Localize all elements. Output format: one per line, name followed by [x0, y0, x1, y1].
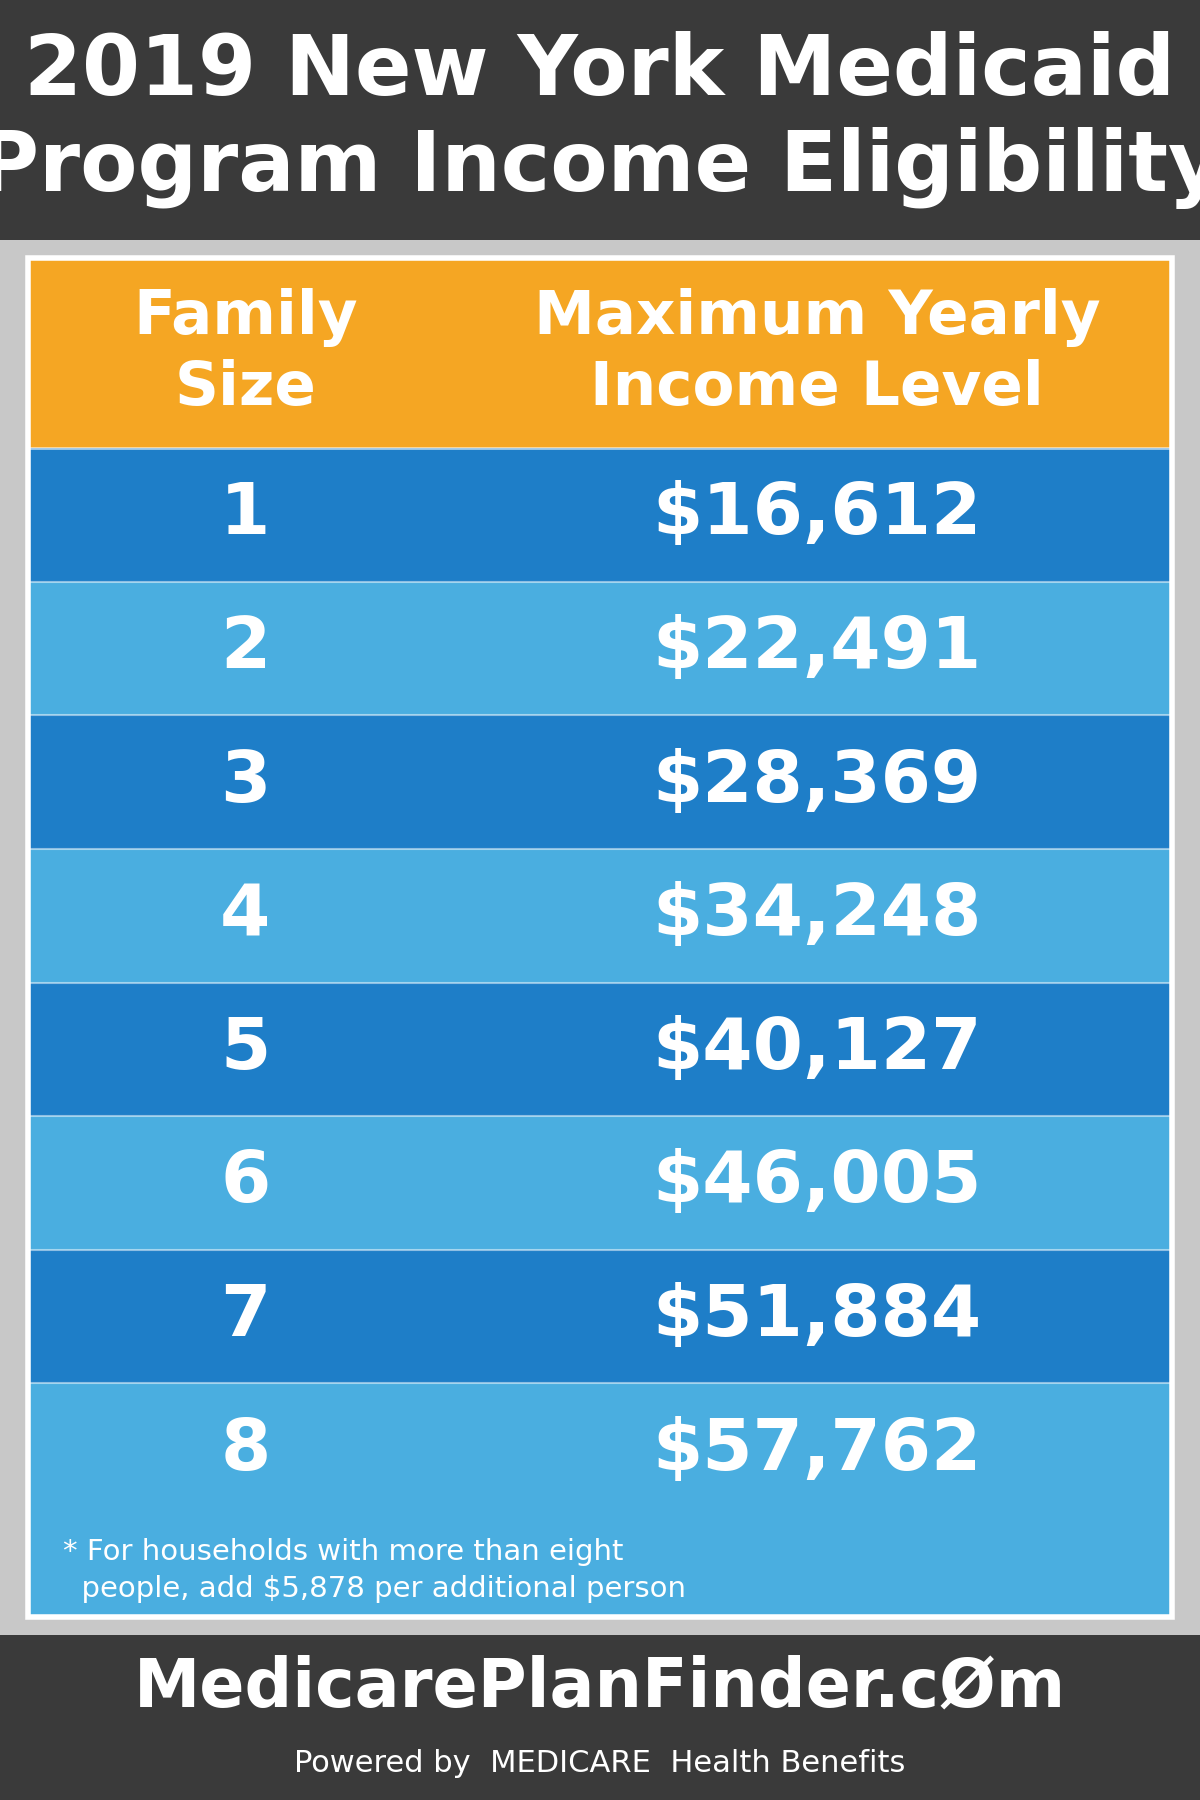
Text: Family
Size: Family Size — [133, 288, 358, 418]
FancyBboxPatch shape — [28, 448, 1172, 581]
FancyBboxPatch shape — [28, 850, 1172, 983]
FancyBboxPatch shape — [28, 715, 1172, 850]
Text: 8: 8 — [221, 1415, 270, 1485]
Text: 5: 5 — [221, 1015, 270, 1084]
Text: $51,884: $51,884 — [653, 1282, 982, 1352]
Text: Program Income Eligibility: Program Income Eligibility — [0, 128, 1200, 209]
Text: * For households with more than eight: * For households with more than eight — [64, 1537, 624, 1566]
Text: people, add $5,878 per additional person: people, add $5,878 per additional person — [64, 1575, 686, 1604]
Text: Maximum Yearly
Income Level: Maximum Yearly Income Level — [534, 288, 1100, 418]
FancyBboxPatch shape — [0, 1634, 1200, 1800]
Text: MedicarePlanFinder.cØm: MedicarePlanFinder.cØm — [134, 1654, 1066, 1721]
FancyBboxPatch shape — [28, 1249, 1172, 1384]
FancyBboxPatch shape — [0, 0, 1200, 239]
FancyBboxPatch shape — [28, 983, 1172, 1116]
FancyBboxPatch shape — [28, 257, 1172, 1616]
Text: 4: 4 — [220, 882, 270, 950]
Text: $34,248: $34,248 — [653, 882, 982, 950]
Text: $22,491: $22,491 — [653, 614, 982, 682]
Text: 2019 New York Medicaid: 2019 New York Medicaid — [24, 31, 1176, 112]
Text: 3: 3 — [220, 747, 270, 817]
Text: $40,127: $40,127 — [653, 1015, 982, 1084]
Text: $57,762: $57,762 — [653, 1415, 982, 1485]
FancyBboxPatch shape — [28, 1517, 1172, 1616]
Text: 1: 1 — [220, 481, 270, 549]
Text: $46,005: $46,005 — [653, 1148, 982, 1217]
FancyBboxPatch shape — [28, 1384, 1172, 1517]
FancyBboxPatch shape — [28, 581, 1172, 715]
Text: 2: 2 — [221, 614, 270, 682]
Text: 6: 6 — [221, 1148, 270, 1217]
Text: 7: 7 — [220, 1282, 270, 1352]
Text: Powered by  MEDICARE  Health Benefits: Powered by MEDICARE Health Benefits — [294, 1750, 906, 1778]
FancyBboxPatch shape — [28, 257, 1172, 448]
Text: $16,612: $16,612 — [653, 481, 982, 549]
FancyBboxPatch shape — [28, 1116, 1172, 1249]
Text: $28,369: $28,369 — [653, 747, 982, 817]
